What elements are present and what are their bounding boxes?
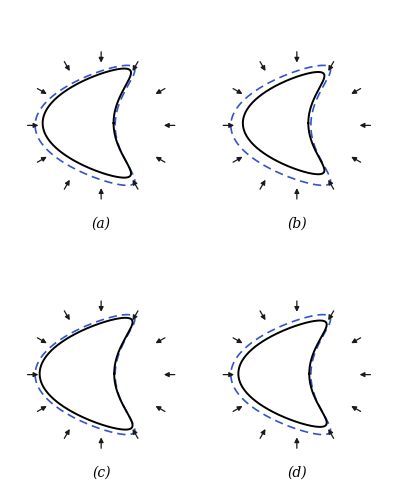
Text: (b): (b) <box>287 216 307 230</box>
Text: (c): (c) <box>92 466 110 480</box>
Text: (a): (a) <box>92 216 111 230</box>
Text: (d): (d) <box>287 466 307 480</box>
